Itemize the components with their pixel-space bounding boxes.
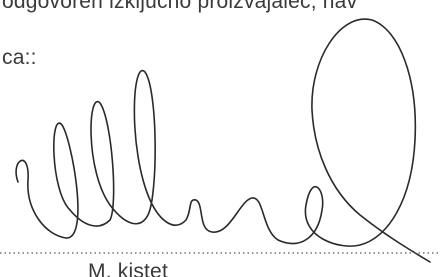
signature-caption: M. kistet <box>88 260 168 277</box>
signature <box>16 19 430 262</box>
signature-area <box>0 0 440 277</box>
document-page: odgovoren izključno proizvajalec, nav ca… <box>0 0 440 277</box>
